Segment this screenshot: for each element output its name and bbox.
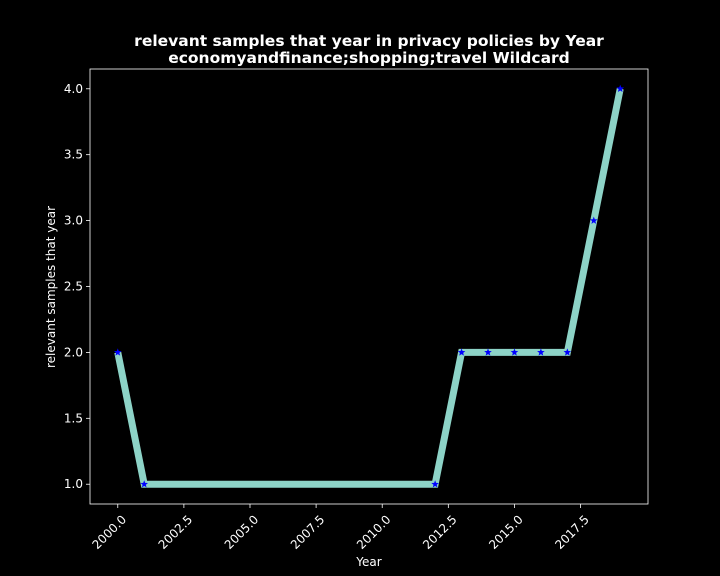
data-point <box>457 348 466 356</box>
chart-title: relevant samples that year in privacy po… <box>134 32 604 50</box>
y-tick-label: 3.0 <box>64 214 83 228</box>
data-point <box>431 480 439 488</box>
series-line <box>114 88 624 488</box>
chart-subtitle: economyandfinance;shopping;travel Wildca… <box>168 49 570 67</box>
y-tick-label: 3.5 <box>64 148 83 162</box>
x-tick-label: 2002.5 <box>156 512 196 552</box>
axes: 2000.0 2002.5 2005.0 2007.5 2010.0 2012.5 2015… <box>64 68 649 552</box>
x-tick-label: 2007.5 <box>288 512 328 552</box>
x-tick-label: 2005.0 <box>222 512 262 552</box>
data-point <box>484 348 492 356</box>
x-tick-label: 2010.0 <box>354 512 394 552</box>
y-tick-label: 1.5 <box>64 411 83 425</box>
y-axis-label: relevant samples that year <box>44 206 58 368</box>
y-tick-label: 2.5 <box>64 280 83 294</box>
data-point <box>537 348 545 356</box>
x-tick-label: 2017.5 <box>552 512 592 552</box>
x-tick-label: 2000.0 <box>90 512 130 552</box>
x-tick-label: 2012.5 <box>420 512 460 552</box>
plot-area <box>113 84 625 488</box>
data-point <box>510 348 519 356</box>
data-point <box>563 348 572 356</box>
y-tick-label: 4.0 <box>64 82 83 96</box>
data-point <box>589 216 598 224</box>
plot-frame <box>89 68 649 505</box>
x-tick-label: 2015.0 <box>486 512 526 552</box>
y-tick-label: 2.0 <box>64 345 83 359</box>
x-axis-label: Year <box>355 555 381 569</box>
y-tick-label: 1.0 <box>64 477 83 491</box>
data-point <box>616 84 625 93</box>
data-point <box>140 480 149 488</box>
data-point <box>113 348 122 356</box>
